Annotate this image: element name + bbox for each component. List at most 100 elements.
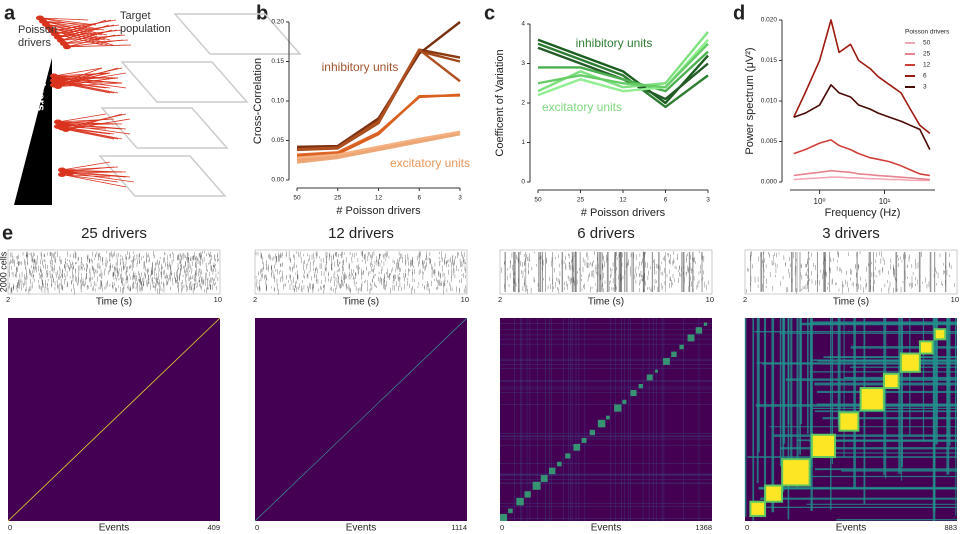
driver-arrow [69, 172, 127, 178]
time-label: Time (s) [96, 297, 132, 308]
matrix-block [548, 467, 556, 475]
annotation: excitatory units [542, 100, 622, 114]
time-tick: 10 [461, 295, 469, 304]
data-line [538, 50, 709, 93]
driver-arrow [45, 24, 95, 31]
x-tick-label: 25 [577, 197, 585, 204]
y-tick-label: 0.10 [271, 98, 284, 105]
matrix-block [901, 354, 919, 371]
panel-letter: a [4, 2, 16, 24]
data-line [296, 131, 461, 162]
x-tick-label: 12 [375, 195, 383, 202]
matrix-block [622, 399, 627, 404]
time-label: Time (s) [588, 297, 624, 308]
matrix-block [630, 390, 637, 397]
driver-arrow [61, 174, 127, 188]
time-tick: 2 [498, 295, 502, 304]
matrix-block [589, 429, 596, 436]
matrix-block [840, 413, 858, 430]
driver-arrow [65, 166, 115, 172]
driver-arrow [57, 82, 123, 87]
y-tick-label: 1 [521, 139, 525, 146]
legend-label: 3 [923, 84, 927, 91]
y-tick-label: 0.010 [761, 98, 778, 105]
driver-arrow [65, 113, 123, 130]
driver-arrow [42, 20, 100, 31]
column-title: 6 drivers [577, 225, 635, 242]
events-min: 0 [255, 523, 259, 532]
driver-arrow [66, 39, 124, 48]
x-axis-label: # Poisson drivers [336, 205, 421, 217]
matrix-block [540, 475, 548, 482]
data-line [296, 21, 461, 149]
events-label: Events [99, 523, 130, 534]
x-axis-label: Frequency (Hz) [825, 207, 901, 219]
matrix-block [557, 461, 562, 467]
events-max: 1368 [695, 523, 712, 532]
y-tick-label: 2 [521, 100, 525, 107]
driver-arrow [42, 20, 92, 26]
driver-arrow [65, 124, 123, 130]
y-axis-label: Power spectrum (μV²) [744, 47, 756, 154]
raster-frame [254, 249, 468, 295]
x-tick-label: 3 [458, 195, 462, 202]
matrix-block [766, 486, 782, 501]
driver-arrow [57, 24, 115, 38]
data-line [793, 19, 931, 135]
y-tick-label: 0.020 [761, 17, 778, 24]
driver-arrow [65, 129, 115, 140]
driver-arrow [61, 123, 127, 130]
y-axis-label: Coefficent of Variation [494, 49, 506, 156]
driver-arrow [66, 44, 132, 48]
legend-label: 6 [923, 73, 927, 80]
matrix-block [695, 327, 703, 334]
y-tick-label: 0.005 [761, 138, 778, 145]
driver-arrow [60, 29, 118, 41]
annotation: excitatory units [390, 156, 470, 170]
matrix-block [573, 443, 581, 451]
y-tick-label: 0.000 [761, 179, 778, 186]
driver-arrow [69, 172, 135, 183]
driver-arrow [57, 77, 115, 87]
time-tick: 10 [214, 295, 222, 304]
matrix-block [812, 435, 835, 457]
driver-arrow [61, 174, 119, 183]
panel-letter: e [2, 222, 13, 244]
matrix-block [935, 330, 945, 339]
panel-letter: c [484, 2, 495, 24]
panel-letter: d [733, 2, 745, 24]
matrix-block [500, 513, 508, 521]
y-tick-label: 0.05 [271, 137, 284, 144]
driver-arrow [61, 161, 111, 171]
y-tick-label: 4 [521, 21, 525, 28]
x-tick-label: 6 [417, 195, 421, 202]
data-line [537, 42, 709, 109]
matrix-block [920, 342, 932, 353]
driver-arrow [57, 113, 107, 123]
driver-arrow [61, 174, 111, 178]
raster-ylabel: 2000 cells [0, 251, 8, 292]
x-axis-label: # Poisson drivers [581, 207, 666, 219]
x-tick-label: 10¹ [879, 197, 891, 206]
matrix-diagonal [7, 317, 221, 522]
data-line [793, 139, 930, 177]
matrix-block [524, 491, 531, 498]
data-line [793, 84, 931, 150]
events-min: 0 [8, 523, 12, 532]
time-tick: 10 [706, 295, 714, 304]
events-max: 1114 [451, 523, 467, 532]
time-label: Time (s) [343, 297, 379, 308]
y-tick-label: 0.15 [271, 58, 284, 65]
x-tick-label: 50 [293, 195, 301, 202]
driver-arrow [65, 118, 131, 130]
target-label: Target population [120, 10, 171, 35]
data-line [537, 42, 709, 89]
driver-arrow [57, 77, 123, 84]
data-line [793, 169, 930, 181]
driver-arrow [61, 83, 111, 94]
target-shape [173, 13, 302, 55]
time-tick: 2 [253, 295, 257, 304]
target-shape [120, 61, 249, 103]
driver-arrow [39, 17, 97, 26]
driver-arrow [66, 34, 116, 48]
